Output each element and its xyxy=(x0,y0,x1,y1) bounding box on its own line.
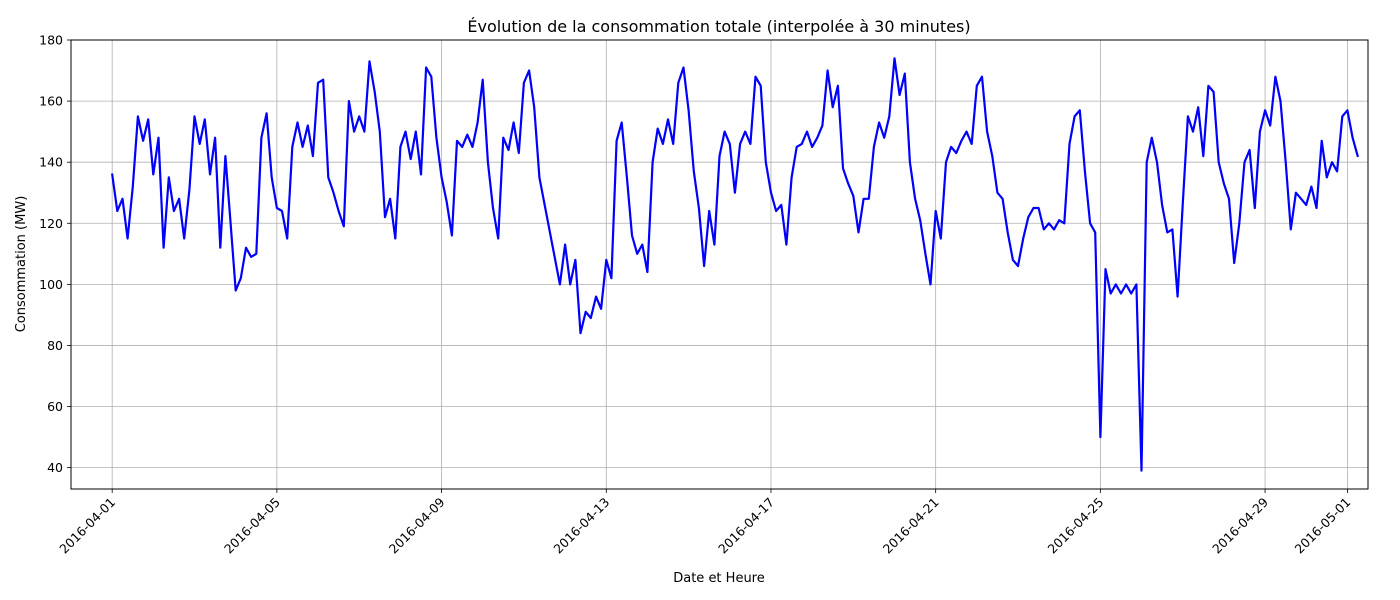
plot-frame xyxy=(70,39,1369,490)
x-axis-title: Date et Heure xyxy=(673,571,765,586)
y-tick-label: 80 xyxy=(47,338,63,353)
y-tick-label: 180 xyxy=(39,33,63,48)
y-tick-label: 60 xyxy=(47,399,63,414)
y-tick-label: 40 xyxy=(47,460,63,475)
y-tick-label: 140 xyxy=(39,155,63,170)
plot-area xyxy=(71,40,1368,489)
series-layer xyxy=(111,57,1359,472)
y-axis: 40 60 80 100 120 140 160 180 xyxy=(39,33,71,475)
y-tick-label: 100 xyxy=(39,277,63,292)
y-tick-label: 120 xyxy=(39,216,63,231)
y-axis-title: Consommation (MW) xyxy=(14,196,29,333)
y-tick-label: 160 xyxy=(39,94,63,109)
series-line xyxy=(111,57,1359,472)
chart-title: Évolution de la consommation totale (int… xyxy=(467,17,970,36)
